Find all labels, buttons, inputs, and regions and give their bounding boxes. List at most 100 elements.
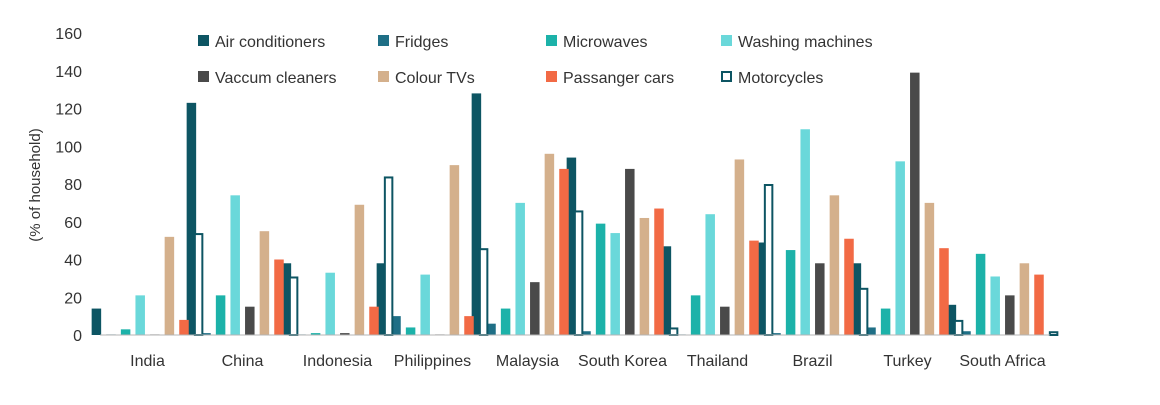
bar (705, 214, 715, 335)
bar (478, 248, 489, 336)
bar (120, 329, 131, 335)
bar (391, 316, 401, 335)
bar (449, 165, 460, 335)
bar (771, 333, 781, 335)
bar (661, 246, 672, 335)
x-axis: India China Indonesia Philippines Malaysia So… (130, 353, 1046, 370)
bar (720, 306, 730, 335)
legend-swatch (546, 35, 557, 46)
series-6 (164, 153, 1030, 335)
bar (610, 233, 620, 335)
bars (91, 72, 1059, 337)
y-tick-label: 0 (73, 328, 82, 345)
bar (815, 263, 825, 335)
bar (581, 331, 591, 335)
legend-label: Microwaves (563, 34, 647, 51)
legend-swatch (546, 71, 557, 82)
y-tick-label: 40 (64, 253, 82, 270)
bar (164, 236, 175, 335)
legend-item: Fridges (378, 34, 448, 51)
series-4 (135, 129, 1000, 335)
bar (573, 210, 584, 336)
bar (829, 195, 840, 335)
y-tick-label: 120 (55, 102, 82, 119)
y-tick-label: 160 (55, 26, 82, 43)
bar (515, 202, 525, 335)
bar (566, 157, 577, 335)
bar (844, 238, 854, 335)
bar (288, 276, 299, 336)
legend-swatch (721, 71, 732, 82)
bar (654, 208, 664, 335)
bar (354, 204, 365, 335)
bar (230, 195, 240, 335)
category-label: Thailand (687, 353, 748, 370)
bar (961, 331, 971, 335)
bar (625, 168, 635, 335)
bar (530, 282, 540, 335)
bar (274, 259, 284, 335)
legend-item: Air conditioners (198, 34, 325, 51)
bar (668, 327, 679, 337)
legend-label: Passanger cars (563, 70, 674, 87)
y-tick-label: 60 (64, 215, 82, 232)
bar (193, 233, 204, 336)
bar (939, 248, 949, 335)
bar (310, 333, 321, 335)
category-label: South Africa (959, 353, 1045, 370)
bar (544, 153, 555, 335)
legend-label: Fridges (395, 34, 448, 51)
y-axis: 0 20 40 60 80 100 120 140 160 (55, 26, 82, 345)
bar (895, 161, 905, 335)
category-label: China (222, 353, 264, 370)
legend-item: Washing machines (721, 34, 873, 51)
bar (975, 253, 986, 335)
bar (201, 333, 211, 335)
bar (376, 263, 387, 335)
bar (186, 102, 197, 336)
bar (924, 202, 935, 335)
legend-swatch (198, 35, 209, 46)
y-tick-label: 100 (55, 139, 82, 156)
bar (325, 272, 335, 335)
category-label: Turkey (883, 353, 931, 370)
bar (259, 231, 270, 335)
bar (953, 319, 964, 336)
bar (910, 72, 920, 335)
bar (464, 316, 474, 335)
legend-label: Washing machines (738, 34, 873, 51)
legend-swatch (378, 71, 389, 82)
bar (281, 263, 292, 335)
bar (639, 217, 650, 335)
bar (756, 242, 767, 335)
category-label: India (130, 353, 165, 370)
bar (215, 295, 226, 335)
bar (851, 263, 862, 335)
series-8 (193, 176, 1059, 337)
bar (734, 159, 745, 335)
bar (91, 308, 102, 335)
legend-item: Motorcycles (721, 70, 823, 87)
series-7 (179, 168, 1044, 335)
bar (785, 250, 796, 335)
bar (990, 276, 1000, 335)
category-label: Indonesia (303, 353, 372, 370)
category-label: South Korea (578, 353, 667, 370)
series-1 (91, 93, 957, 336)
legend-swatch (721, 35, 732, 46)
bar (369, 306, 379, 335)
y-tick-label: 80 (64, 177, 82, 194)
legend-item: Vaccum cleaners (198, 70, 337, 87)
bar (245, 306, 255, 335)
y-axis-label: (% of household) (27, 128, 44, 241)
legend-item: Microwaves (546, 34, 647, 51)
bar (1005, 295, 1015, 335)
bar (763, 184, 774, 336)
bar (866, 327, 876, 335)
bar (340, 333, 350, 335)
bar (595, 223, 606, 335)
legend-swatch (378, 35, 389, 46)
bar (135, 295, 145, 335)
bar (471, 93, 482, 336)
bar (800, 129, 810, 335)
